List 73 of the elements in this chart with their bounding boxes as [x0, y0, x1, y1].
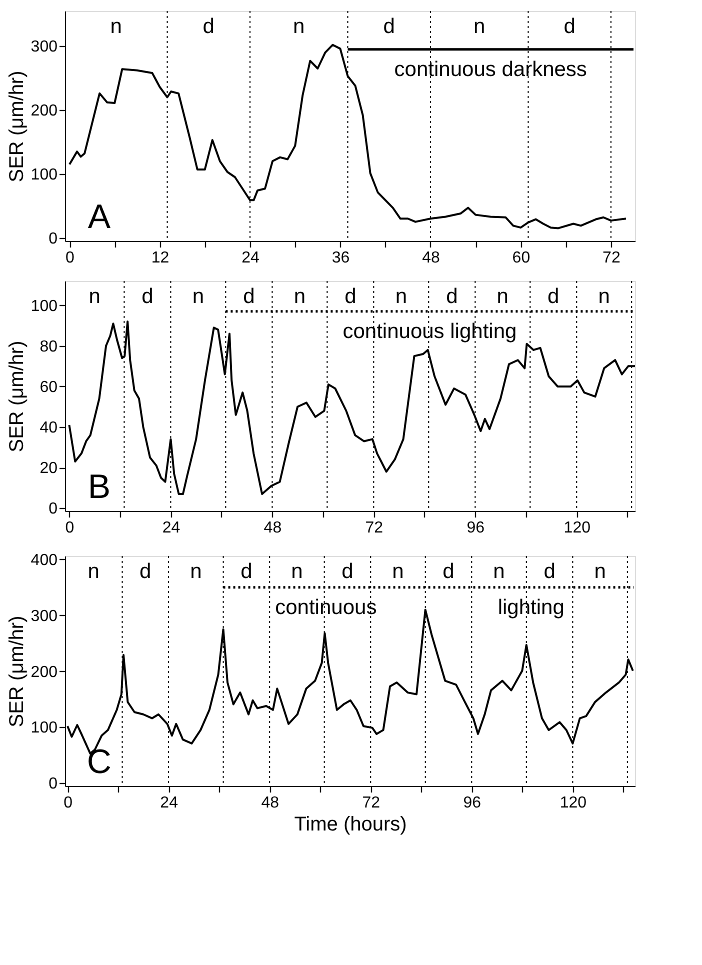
annotation: n — [291, 560, 303, 584]
y-tick-label: 60 — [40, 378, 58, 396]
annotation: continuous — [275, 596, 377, 620]
y-tick-label: 0 — [48, 230, 58, 248]
x-tick-label: 120 — [560, 794, 587, 812]
y-tick-label: 80 — [40, 338, 58, 356]
annotation: d — [544, 560, 556, 584]
x-tick-label: 48 — [422, 250, 440, 266]
y-axis-title: SER (μm/hr) — [6, 340, 28, 452]
annotation: n — [598, 285, 610, 308]
annotation: d — [240, 560, 252, 584]
annotation: d — [202, 15, 214, 38]
x-tick-label: 0 — [66, 250, 75, 266]
annotation: d — [564, 15, 576, 38]
annotation: d — [142, 285, 154, 308]
annotation: continuous lighting — [342, 320, 517, 344]
annotation: d — [446, 285, 458, 308]
y-tick-label: 200 — [30, 102, 58, 120]
x-tick-label: 0 — [64, 794, 73, 812]
y-tick-label: 400 — [30, 552, 58, 569]
y-tick-label: 300 — [30, 608, 58, 625]
x-tick-label: 48 — [264, 520, 282, 536]
annotation: n — [294, 285, 306, 308]
annotation: n — [392, 560, 404, 584]
annotation: n — [493, 560, 505, 584]
annotation: d — [342, 560, 354, 584]
annotation: n — [293, 15, 305, 38]
y-tick-label: 20 — [40, 460, 58, 478]
x-tick-label: 24 — [162, 520, 180, 536]
annotation: B — [88, 468, 111, 506]
annotation: d — [383, 15, 395, 38]
y-tick-label: 100 — [30, 298, 58, 315]
x-tick-label: 96 — [466, 520, 485, 536]
y-axis-title: SER (μm/hr) — [6, 70, 28, 182]
x-tick-label: 24 — [242, 250, 260, 266]
x-tick-label: 48 — [261, 794, 280, 812]
y-tick-label: 100 — [30, 720, 58, 737]
x-tick-label: 96 — [463, 794, 482, 812]
y-tick-label: 40 — [40, 420, 58, 437]
annotation: n — [496, 285, 508, 308]
annotation: d — [243, 285, 255, 308]
y-tick-label: 0 — [48, 500, 58, 518]
x-tick-label: 72 — [602, 250, 620, 266]
x-tick-label: 72 — [362, 794, 380, 812]
y-tick-label: 200 — [30, 664, 58, 681]
x-tick-label: 60 — [512, 250, 530, 266]
annotation: d — [548, 285, 560, 308]
annotation: lighting — [498, 596, 564, 620]
annotation: n — [192, 285, 204, 308]
y-tick-label: 300 — [30, 38, 58, 56]
x-tick-label: 36 — [332, 250, 350, 266]
x-tick-label: 24 — [160, 794, 178, 812]
annotation: n — [395, 285, 408, 308]
x-tick-label: 0 — [65, 520, 74, 536]
annotation: n — [594, 560, 606, 584]
annotation: n — [110, 15, 122, 38]
annotation: n — [88, 560, 100, 584]
annotation: A — [88, 198, 111, 236]
annotation: C — [86, 743, 112, 781]
x-tick-label: 12 — [151, 250, 170, 266]
annotation: n — [88, 285, 100, 308]
y-axis-title: SER (μm/hr) — [6, 616, 28, 728]
x-tick-label: 120 — [564, 520, 591, 536]
y-tick-label: 0 — [48, 776, 58, 793]
x-axis-title: Time (hours) — [294, 814, 407, 836]
x-tick-label: 72 — [365, 520, 384, 536]
annotation: d — [344, 285, 356, 308]
annotation: continuous darkness — [394, 58, 587, 82]
annotation: d — [442, 560, 454, 584]
annotation: d — [140, 560, 152, 584]
annotation: n — [473, 15, 486, 38]
annotation: n — [190, 560, 202, 584]
y-tick-label: 100 — [30, 166, 58, 184]
